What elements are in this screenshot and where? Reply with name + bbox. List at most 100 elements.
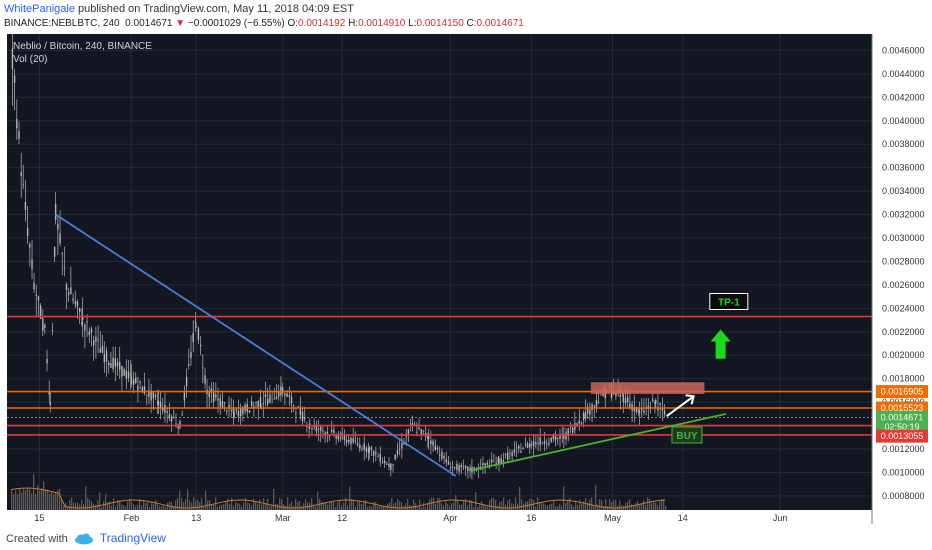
publish-line: WhitePanigale published on TradingView.c… bbox=[4, 3, 354, 15]
volume-bar bbox=[613, 500, 615, 510]
candle-body bbox=[135, 377, 137, 383]
volume-bar bbox=[193, 497, 195, 510]
candle-body bbox=[554, 436, 557, 441]
candle-body bbox=[394, 454, 396, 460]
volume-bar bbox=[553, 500, 555, 510]
candle-body bbox=[467, 466, 469, 472]
volume-bar bbox=[341, 506, 343, 510]
buy-label-text: BUY bbox=[676, 431, 697, 442]
candle-body bbox=[16, 119, 18, 129]
volume-bar bbox=[217, 506, 219, 510]
candle-body bbox=[622, 395, 625, 403]
tradingview-brand[interactable]: TradingView bbox=[99, 531, 166, 545]
candle-body bbox=[652, 399, 654, 402]
candle-body bbox=[411, 423, 414, 426]
volume-bar bbox=[643, 500, 645, 510]
candle-body bbox=[54, 204, 57, 220]
volume-bar bbox=[303, 503, 305, 510]
candle-body bbox=[535, 442, 537, 445]
volume-bar bbox=[45, 490, 47, 510]
volume-bar bbox=[483, 504, 485, 510]
volume-bar bbox=[127, 501, 129, 510]
y-tick-label: 0.0020000 bbox=[882, 350, 925, 360]
candle-body bbox=[567, 428, 569, 436]
volume-bar bbox=[255, 501, 257, 510]
volume-bar bbox=[141, 505, 143, 510]
candle-body bbox=[250, 400, 253, 407]
x-tick-label: 13 bbox=[191, 513, 201, 523]
volume-bar bbox=[663, 499, 665, 510]
candle-body bbox=[638, 410, 640, 413]
candle-body bbox=[44, 324, 46, 328]
candle-body bbox=[582, 413, 585, 420]
volume-bar bbox=[175, 500, 177, 510]
candle-body bbox=[550, 437, 552, 442]
candle-body bbox=[580, 422, 583, 424]
volume-bar bbox=[201, 498, 203, 510]
candle-body bbox=[451, 466, 454, 468]
candle-body bbox=[195, 326, 197, 328]
volume-bar bbox=[327, 504, 329, 510]
volume-bar bbox=[489, 499, 491, 510]
candle-body bbox=[420, 429, 422, 435]
candle-body bbox=[192, 332, 194, 343]
candle-body bbox=[504, 453, 507, 455]
author-link[interactable]: WhitePanigale bbox=[4, 3, 75, 15]
volume-bar bbox=[427, 502, 429, 510]
volume-bar bbox=[439, 498, 441, 510]
volume-bar bbox=[507, 500, 509, 510]
y-tick-label: 0.0028000 bbox=[882, 256, 925, 266]
candle-body bbox=[49, 401, 51, 406]
volume-bar bbox=[197, 499, 199, 510]
candle-body bbox=[99, 348, 101, 353]
candle-body bbox=[624, 398, 627, 404]
volume-bar bbox=[187, 489, 189, 510]
volume-bar bbox=[647, 497, 649, 510]
volume-bar bbox=[355, 506, 357, 510]
y-tick-label: 0.0024000 bbox=[882, 303, 925, 313]
candle-body bbox=[322, 430, 324, 432]
candle-body bbox=[137, 385, 139, 391]
volume-bar bbox=[469, 499, 471, 510]
candle-body bbox=[333, 429, 335, 433]
candle-body bbox=[641, 408, 643, 411]
volume-bar bbox=[653, 501, 655, 510]
volume-bar bbox=[35, 493, 37, 510]
volume-bar bbox=[601, 500, 603, 510]
candle-body bbox=[284, 393, 286, 396]
volume-bar bbox=[173, 505, 175, 510]
candle-body bbox=[139, 381, 141, 383]
volume-bar bbox=[107, 502, 109, 510]
candle-body bbox=[127, 371, 130, 379]
price-axis-label-text: 0.0016905 bbox=[881, 387, 924, 397]
candle-body bbox=[418, 427, 420, 429]
candle-body bbox=[507, 452, 509, 460]
candle-body bbox=[24, 202, 27, 211]
volume-bar bbox=[569, 497, 571, 510]
price-chart[interactable]: 0.0046000 0.0044000 0.0042000 0.0040000 0.00… bbox=[0, 34, 932, 524]
candle-body bbox=[370, 447, 373, 450]
candle-body bbox=[383, 460, 386, 464]
volume-bar bbox=[261, 504, 263, 510]
volume-bar bbox=[445, 501, 447, 510]
candle-body bbox=[543, 441, 546, 444]
volume-bar bbox=[143, 500, 145, 510]
candle-body bbox=[228, 404, 230, 408]
x-tick-label: 15 bbox=[34, 513, 44, 523]
volume-bar bbox=[459, 504, 461, 510]
candle-body bbox=[465, 465, 467, 469]
volume-ma-line bbox=[10, 487, 666, 509]
volume-bar bbox=[611, 502, 613, 510]
volume-bar bbox=[457, 500, 459, 510]
volume-bar bbox=[159, 506, 161, 510]
volume-bar bbox=[559, 503, 561, 510]
volume-bar bbox=[311, 498, 313, 510]
candle-body bbox=[328, 435, 331, 437]
volume-bar bbox=[421, 506, 423, 510]
y-tick-label: 0.0022000 bbox=[882, 327, 925, 337]
volume-bar bbox=[115, 506, 117, 510]
high-label: H: bbox=[348, 18, 359, 29]
volume-bar bbox=[609, 498, 611, 510]
candle-body bbox=[217, 398, 219, 401]
volume-bar bbox=[581, 503, 583, 510]
